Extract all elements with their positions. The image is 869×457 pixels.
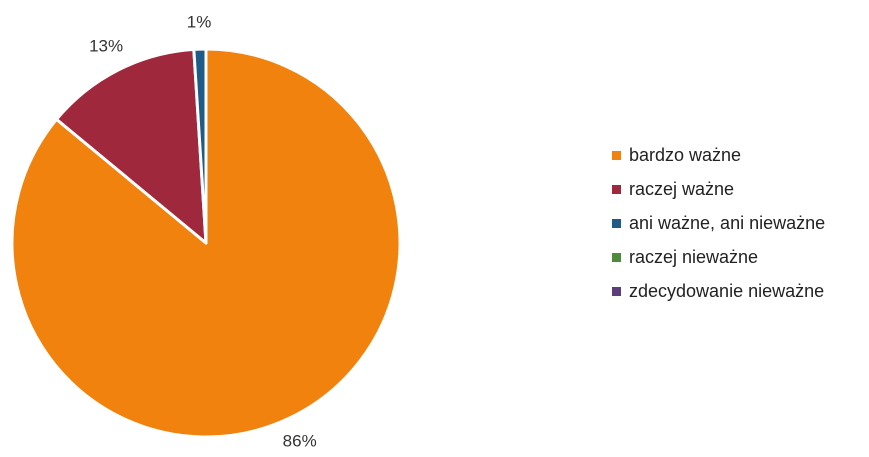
data-label-0: 86% — [283, 432, 317, 451]
legend-label: zdecydowanie nieważne — [629, 280, 825, 301]
legend: bardzo ważne raczej ważne ani ważne, ani… — [612, 138, 825, 308]
data-label-1: 13% — [89, 36, 123, 55]
data-label-2: 1% — [187, 13, 212, 32]
legend-swatch — [612, 252, 621, 262]
pie-slice-2 — [192, 47, 208, 245]
legend-item-raczej-niewazne: raczej nieważne — [612, 240, 825, 274]
legend-label: ani ważne, ani nieważne — [629, 212, 826, 233]
legend-label: raczej nieważne — [629, 246, 759, 267]
data-labels: 86% 13% 1% — [89, 13, 317, 451]
legend-swatch — [612, 184, 621, 194]
legend-swatch — [612, 286, 621, 296]
legend-swatch — [612, 218, 621, 228]
legend-swatch — [612, 150, 621, 160]
legend-label: bardzo ważne — [629, 144, 742, 165]
legend-item-ani-wazne-ani-niewazne: ani ważne, ani nieważne — [612, 206, 825, 240]
legend-item-bardzo-wazne: bardzo ważne — [612, 138, 825, 172]
legend-item-zdecydowanie-niewazne: zdecydowanie nieważne — [612, 274, 825, 308]
legend-label: raczej ważne — [629, 178, 735, 199]
pie-slice-1 — [55, 47, 208, 245]
pie-slices — [10, 47, 402, 439]
pie-plot: 86% 13% 1% — [10, 13, 402, 451]
legend-item-raczej-wazne: raczej ważne — [612, 172, 825, 206]
